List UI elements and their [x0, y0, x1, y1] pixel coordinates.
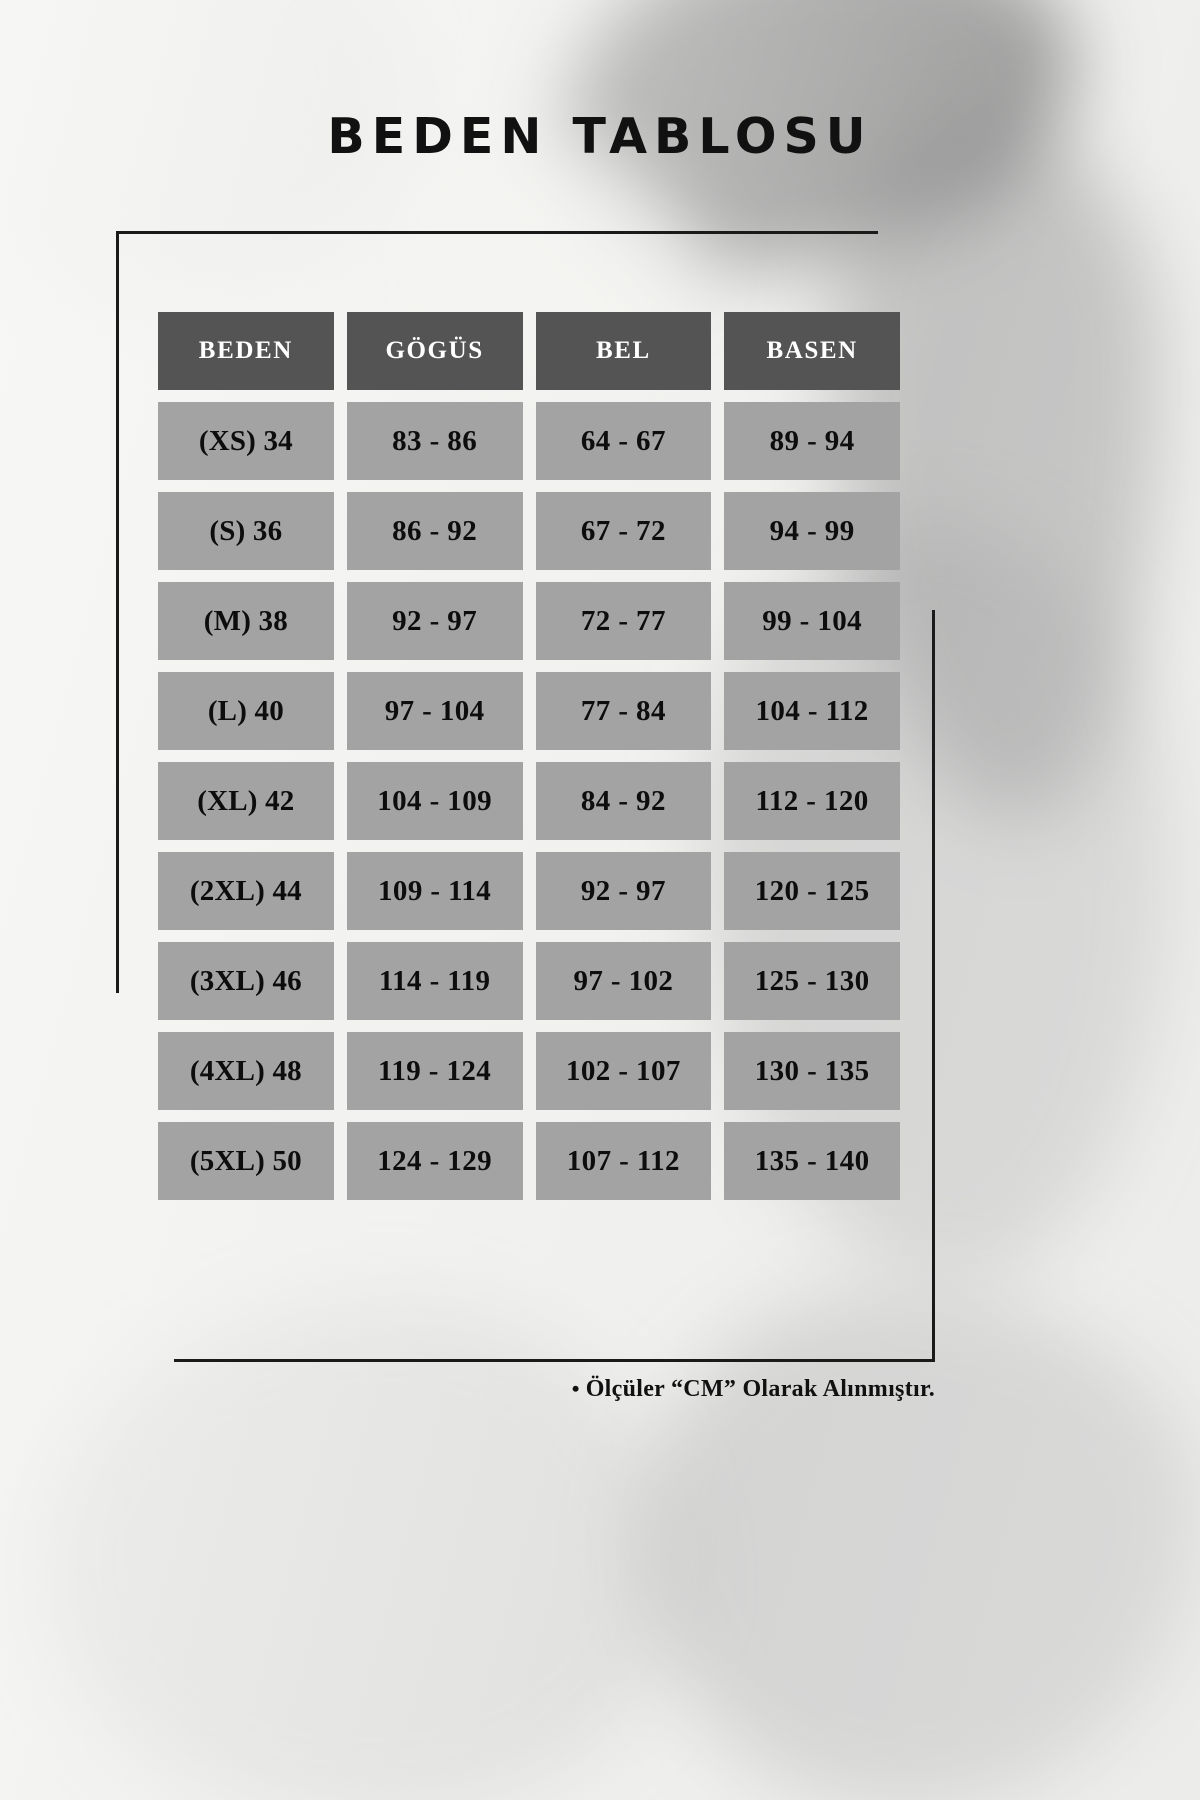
page-title: BEDEN TABLOSU — [327, 108, 873, 165]
decorative-bracket-bottom-line — [174, 1359, 935, 1362]
cell-basen: 135 - 140 — [724, 1122, 900, 1200]
cell-basen: 125 - 130 — [724, 942, 900, 1020]
cell-bel: 72 - 77 — [535, 582, 712, 660]
cell-bel: 107 - 112 — [535, 1122, 712, 1200]
table-row: (L) 40 97 - 104 77 - 84 104 - 112 — [158, 672, 900, 750]
cell-bel: 77 - 84 — [535, 672, 712, 750]
table-row: (M) 38 92 - 97 72 - 77 99 - 104 — [158, 582, 900, 660]
column-header-beden: BEDEN — [158, 312, 334, 390]
cell-bel: 67 - 72 — [535, 492, 712, 570]
table-row: (2XL) 44 109 - 114 92 - 97 120 - 125 — [158, 852, 900, 930]
cell-beden: (2XL) 44 — [158, 852, 334, 930]
footnote-text: Ölçüler “CM” Olarak Alınmıştır. — [585, 1376, 935, 1402]
table-row: (3XL) 46 114 - 119 97 - 102 125 - 130 — [158, 942, 900, 1020]
decorative-bracket-top-line — [116, 231, 878, 234]
size-chart-table: BEDEN GÖGÜS BEL BASEN (XS) 34 83 - 86 64… — [145, 300, 913, 1212]
cell-beden: (M) 38 — [158, 582, 334, 660]
cell-beden: (XS) 34 — [158, 402, 334, 480]
cell-gogus: 97 - 104 — [346, 672, 523, 750]
table-row: (5XL) 50 124 - 129 107 - 112 135 - 140 — [158, 1122, 900, 1200]
cell-beden: (S) 36 — [158, 492, 334, 570]
cell-gogus: 92 - 97 — [346, 582, 523, 660]
table-row: (S) 36 86 - 92 67 - 72 94 - 99 — [158, 492, 900, 570]
cell-gogus: 104 - 109 — [346, 762, 523, 840]
cell-basen: 130 - 135 — [724, 1032, 900, 1110]
cell-basen: 94 - 99 — [724, 492, 900, 570]
footnote: • Ölçüler “CM” Olarak Alınmıştır. — [0, 1376, 935, 1403]
cell-beden: (3XL) 46 — [158, 942, 334, 1020]
table-header-row: BEDEN GÖGÜS BEL BASEN — [158, 312, 900, 390]
cell-basen: 99 - 104 — [724, 582, 900, 660]
column-header-gogus: GÖGÜS — [346, 312, 523, 390]
table-row: (4XL) 48 119 - 124 102 - 107 130 - 135 — [158, 1032, 900, 1110]
cell-gogus: 119 - 124 — [346, 1032, 523, 1110]
bullet-icon: • — [571, 1376, 580, 1401]
table-header: BEDEN GÖGÜS BEL BASEN — [158, 312, 900, 390]
cell-bel: 97 - 102 — [535, 942, 712, 1020]
cell-basen: 120 - 125 — [724, 852, 900, 930]
cell-gogus: 83 - 86 — [346, 402, 523, 480]
cell-bel: 102 - 107 — [535, 1032, 712, 1110]
table-row: (XL) 42 104 - 109 84 - 92 112 - 120 — [158, 762, 900, 840]
cell-bel: 84 - 92 — [535, 762, 712, 840]
cell-bel: 92 - 97 — [535, 852, 712, 930]
cell-basen: 89 - 94 — [724, 402, 900, 480]
cell-basen: 112 - 120 — [724, 762, 900, 840]
table-row: (XS) 34 83 - 86 64 - 67 89 - 94 — [158, 402, 900, 480]
column-header-basen: BASEN — [724, 312, 900, 390]
table-body: (XS) 34 83 - 86 64 - 67 89 - 94 (S) 36 8… — [158, 402, 900, 1200]
cell-bel: 64 - 67 — [535, 402, 712, 480]
decorative-bracket-right-line — [932, 610, 935, 1362]
cell-beden: (L) 40 — [158, 672, 334, 750]
cell-beden: (4XL) 48 — [158, 1032, 334, 1110]
cell-gogus: 109 - 114 — [346, 852, 523, 930]
cell-gogus: 114 - 119 — [346, 942, 523, 1020]
cell-beden: (5XL) 50 — [158, 1122, 334, 1200]
decorative-bracket-left-line — [116, 231, 119, 993]
cell-gogus: 86 - 92 — [346, 492, 523, 570]
cell-beden: (XL) 42 — [158, 762, 334, 840]
cell-gogus: 124 - 129 — [346, 1122, 523, 1200]
column-header-bel: BEL — [535, 312, 712, 390]
cell-basen: 104 - 112 — [724, 672, 900, 750]
